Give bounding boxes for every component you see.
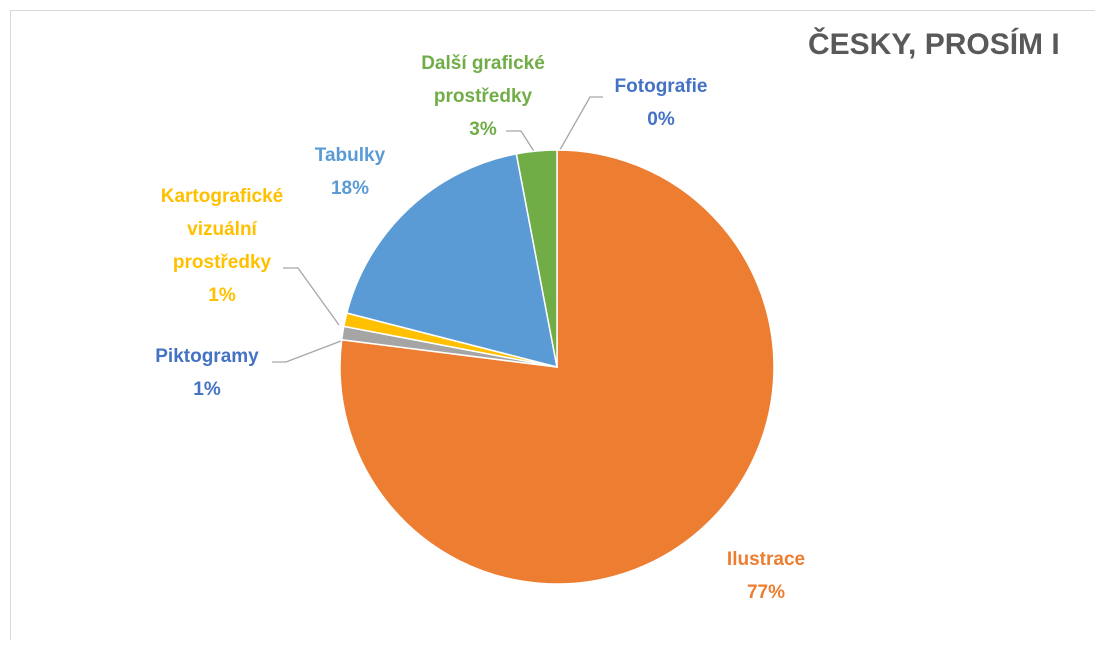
label-category: Piktogramy [155,346,259,367]
data-label: Další grafické prostředky 3% [403,47,563,146]
leader-lines [272,96,603,363]
leader-line [556,96,603,156]
label-category: Další grafické prostředky [421,53,545,107]
leader-line [272,340,342,363]
data-label: Kartografické vizuální prostředky 1% [142,180,302,312]
chart-title: ČESKY, PROSÍM I [808,28,1060,61]
pie-slice [515,149,558,368]
label-value: 18% [330,178,370,199]
data-label: Ilustrace 77% [686,543,846,609]
label-value: 77% [746,582,786,603]
data-label: Tabulky 18% [290,139,410,205]
label-category: Ilustrace [726,549,806,570]
label-value: 1% [193,379,221,400]
label-category: Tabulky [314,145,386,166]
data-label: Fotografie 0% [591,70,731,136]
leader-line [506,130,538,157]
data-label: Piktogramy 1% [127,340,287,406]
leader-line [283,267,340,326]
label-value: 0% [647,109,675,130]
label-value: 1% [208,285,236,306]
label-category: Fotografie [614,76,708,97]
label-category: Kartografické vizuální prostředky [160,186,284,273]
pie-slice [345,152,558,369]
label-value: 3% [469,119,497,140]
